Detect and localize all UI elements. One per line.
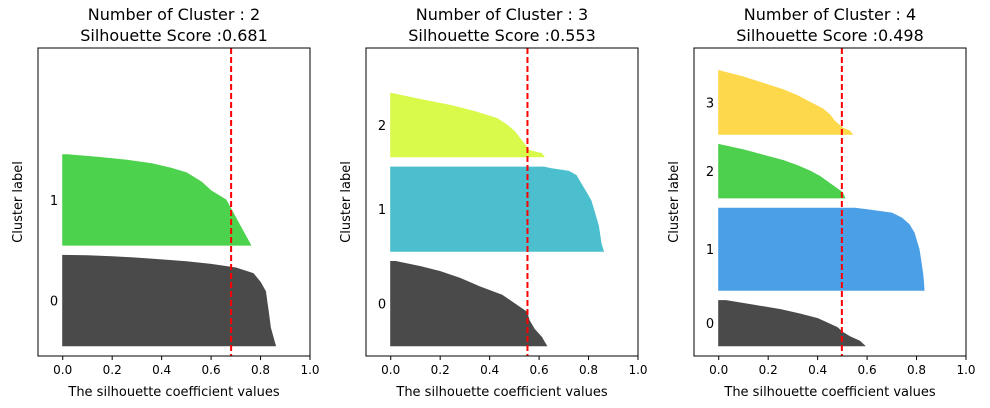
cluster-0-silhouette bbox=[390, 261, 548, 347]
x-tick-label: 0.0 bbox=[381, 363, 400, 377]
cluster-2-silhouette bbox=[718, 143, 846, 199]
x-tick-label: 0.2 bbox=[103, 363, 122, 377]
cluster-2-label: 2 bbox=[378, 119, 386, 134]
cluster-1-silhouette bbox=[390, 166, 605, 252]
cluster-0-label: 0 bbox=[50, 295, 58, 310]
x-tick-label: 0.6 bbox=[202, 363, 221, 377]
axes-frame bbox=[37, 47, 311, 357]
x-axis-label: The silhouette coefficient values bbox=[67, 385, 279, 400]
y-axis-label: Cluster label bbox=[11, 161, 26, 243]
x-tick-label: 0.6 bbox=[858, 363, 877, 377]
chart-subtitle: Silhouette Score :0.681 bbox=[80, 26, 268, 45]
cluster-2-silhouette bbox=[390, 92, 545, 158]
cluster-0-silhouette bbox=[62, 254, 277, 347]
axes-frame bbox=[693, 47, 967, 357]
chart-subtitle: Silhouette Score :0.553 bbox=[408, 26, 596, 45]
cluster-0-label: 0 bbox=[378, 298, 386, 313]
cluster-3-silhouette bbox=[718, 69, 854, 135]
x-axis-label: The silhouette coefficient values bbox=[395, 385, 607, 400]
x-axis-label: The silhouette coefficient values bbox=[723, 385, 935, 400]
x-tick-label: 1.0 bbox=[956, 363, 975, 377]
cluster-1-label: 1 bbox=[706, 243, 714, 258]
cluster-2-label: 2 bbox=[706, 165, 714, 180]
x-tick-label: 0.2 bbox=[759, 363, 778, 377]
cluster-1-label: 1 bbox=[50, 194, 58, 209]
x-tick-label: 0.8 bbox=[251, 363, 270, 377]
x-tick-label: 0.4 bbox=[152, 363, 171, 377]
chart-title: Number of Cluster : 3 bbox=[416, 5, 588, 24]
y-axis-label: Cluster label bbox=[339, 161, 354, 243]
x-tick-label: 0.0 bbox=[53, 363, 72, 377]
x-tick-label: 0.4 bbox=[808, 363, 827, 377]
subplot-1: 0 1 0.0 0.2 0.4 0.6 0.8 1.0 The silhouette coeff… bbox=[11, 5, 320, 400]
cluster-0-silhouette bbox=[718, 300, 866, 347]
x-tick-label: 1.0 bbox=[628, 363, 647, 377]
cluster-1-silhouette bbox=[718, 207, 925, 291]
subplot-2: 0 1 2 0.0 0.2 0.4 0.6 0.8 1.0 The silhouette coef… bbox=[339, 5, 648, 400]
cluster-0-label: 0 bbox=[706, 317, 714, 332]
axes-frame bbox=[365, 47, 639, 357]
x-tick-label: 0.8 bbox=[579, 363, 598, 377]
chart-title: Number of Cluster : 2 bbox=[88, 5, 260, 24]
x-tick-label: 0.2 bbox=[431, 363, 450, 377]
chart-subtitle: Silhouette Score :0.498 bbox=[736, 26, 924, 45]
x-tick-label: 0.8 bbox=[907, 363, 926, 377]
x-tick-label: 0.4 bbox=[480, 363, 499, 377]
x-tick-label: 0.6 bbox=[530, 363, 549, 377]
x-tick-label: 1.0 bbox=[300, 363, 319, 377]
subplot-3: 0 1 2 3 0.0 0.2 0.4 0.6 0.8 1.0 The silhouette coe… bbox=[667, 5, 976, 400]
cluster-3-label: 3 bbox=[706, 96, 714, 111]
y-axis-label: Cluster label bbox=[667, 161, 682, 243]
cluster-1-label: 1 bbox=[378, 203, 386, 218]
cluster-1-silhouette bbox=[62, 154, 252, 246]
chart-title: Number of Cluster : 4 bbox=[744, 5, 916, 24]
x-tick-label: 0.0 bbox=[709, 363, 728, 377]
